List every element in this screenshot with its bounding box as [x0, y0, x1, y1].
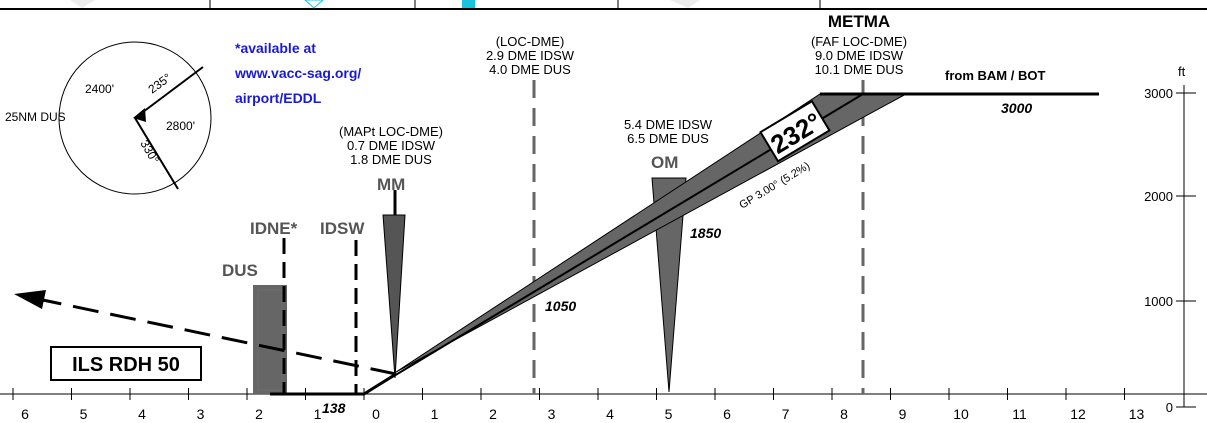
om-marker-cone: [651, 177, 687, 393]
distance-tick-label: 8: [840, 406, 848, 422]
msa-center-arrow: [133, 108, 146, 122]
mm-label: MM: [377, 175, 405, 194]
distance-tick-label: 2: [489, 406, 497, 422]
distance-ticks: 6 5 4 3 2 1 0 1 2 3 4 5 6 7 8 9 10 11 12 13: [12, 388, 1145, 422]
runway-threshold-segment: [270, 372, 397, 396]
note-line-1: *available at: [235, 40, 316, 56]
note-line-3: airport/EDDL: [235, 90, 322, 106]
distance-tick-label: 12: [1070, 406, 1086, 422]
frame-remnant: [304, 0, 324, 9]
loc-dme-line-1: (LOC-DME): [496, 34, 565, 49]
metma-line-2: 9.0 DME IDSW: [815, 48, 904, 63]
msa-bearing-lower: 330°: [137, 138, 162, 167]
distance-tick-label: 0: [372, 406, 380, 422]
msa-sector-upper: 2400': [85, 82, 114, 96]
distance-tick-label: 9: [899, 406, 907, 422]
loc-dme-line-3: 4.0 DME DUS: [489, 62, 571, 77]
altitude-1850: 1850: [690, 225, 721, 241]
msa-divider-235: [134, 66, 204, 119]
mapt-line-2: 0.7 DME IDSW: [347, 138, 436, 153]
alt-tick-label: 3000: [1144, 86, 1173, 101]
mm-marker-cone: [382, 214, 406, 379]
dus-beacon-hatch: [257, 289, 283, 391]
distance-tick-label: 4: [138, 406, 146, 422]
om-dme-line-2: 6.5 DME DUS: [627, 131, 709, 146]
dus-label: DUS: [222, 261, 258, 280]
idne-label: IDNE*: [250, 219, 298, 238]
distance-tick-label: 5: [665, 406, 673, 422]
om-dme-line-1: 5.4 DME IDSW: [624, 117, 713, 132]
distance-tick-label: 3: [197, 406, 205, 422]
distance-tick-label: 13: [1129, 406, 1145, 422]
distance-tick-label: 11: [1012, 406, 1027, 422]
distance-tick-label: 1: [314, 406, 322, 422]
mapt-line-1: (MAPt LOC-DME): [339, 124, 443, 139]
ils-rdh-box: [50, 346, 202, 381]
mapt-line-3: 1.8 DME DUS: [350, 152, 432, 167]
ils-rdh-label: ILS RDH 50: [72, 354, 180, 376]
distance-tick-label: 2: [255, 406, 263, 422]
missed-approach-path: [37, 297, 397, 376]
altitude-unit: ft: [1178, 64, 1186, 79]
loc-dme-line-2: 2.9 DME IDSW: [486, 48, 575, 63]
msa-sector-right: 2800': [166, 119, 195, 133]
distance-tick-label: 1: [431, 406, 439, 422]
alt-tick-label: 2000: [1144, 189, 1173, 204]
dus-beacon-bar: [253, 285, 287, 394]
msa-label-left: 25NM DUS: [5, 110, 66, 124]
distance-tick-label: 10: [953, 406, 969, 422]
frame-remnant: [670, 0, 700, 8]
frame-remnant: [462, 0, 475, 8]
altitude-3000: 3000: [1001, 100, 1032, 116]
distance-tick-label: 6: [723, 406, 731, 422]
missed-approach-arrowhead: [14, 290, 46, 309]
idsw-label: IDSW: [320, 219, 365, 238]
alt-tick-label: 0: [1166, 400, 1173, 415]
alt-tick-label: 1000: [1144, 294, 1173, 309]
metma-line-1: (FAF LOC-DME): [811, 34, 907, 49]
from-label: from BAM / BOT: [945, 68, 1045, 83]
distance-tick-label: 3: [548, 406, 556, 422]
om-label: OM: [651, 153, 678, 172]
msa-divider-330: [134, 117, 179, 190]
altitude-ticks: 0 1000 2000 3000: [1144, 86, 1196, 415]
availability-note: *available at www.vacc-sag.org/ airport/…: [234, 40, 361, 106]
distance-tick-label: 5: [80, 406, 88, 422]
metma-line-3: 10.1 DME DUS: [815, 62, 904, 77]
distance-tick-label: 6: [21, 406, 29, 422]
msa-circle: [58, 41, 212, 195]
frame-remnant: [70, 0, 95, 8]
course-box-frame: [759, 99, 831, 163]
altitude-1050: 1050: [545, 298, 576, 314]
distance-tick-label: 7: [782, 406, 790, 422]
altitude-138: 138: [322, 400, 346, 416]
distance-tick-label: 4: [606, 406, 614, 422]
note-line-2: www.vacc-sag.org/: [234, 65, 361, 81]
metma-name: METMA: [828, 12, 890, 31]
